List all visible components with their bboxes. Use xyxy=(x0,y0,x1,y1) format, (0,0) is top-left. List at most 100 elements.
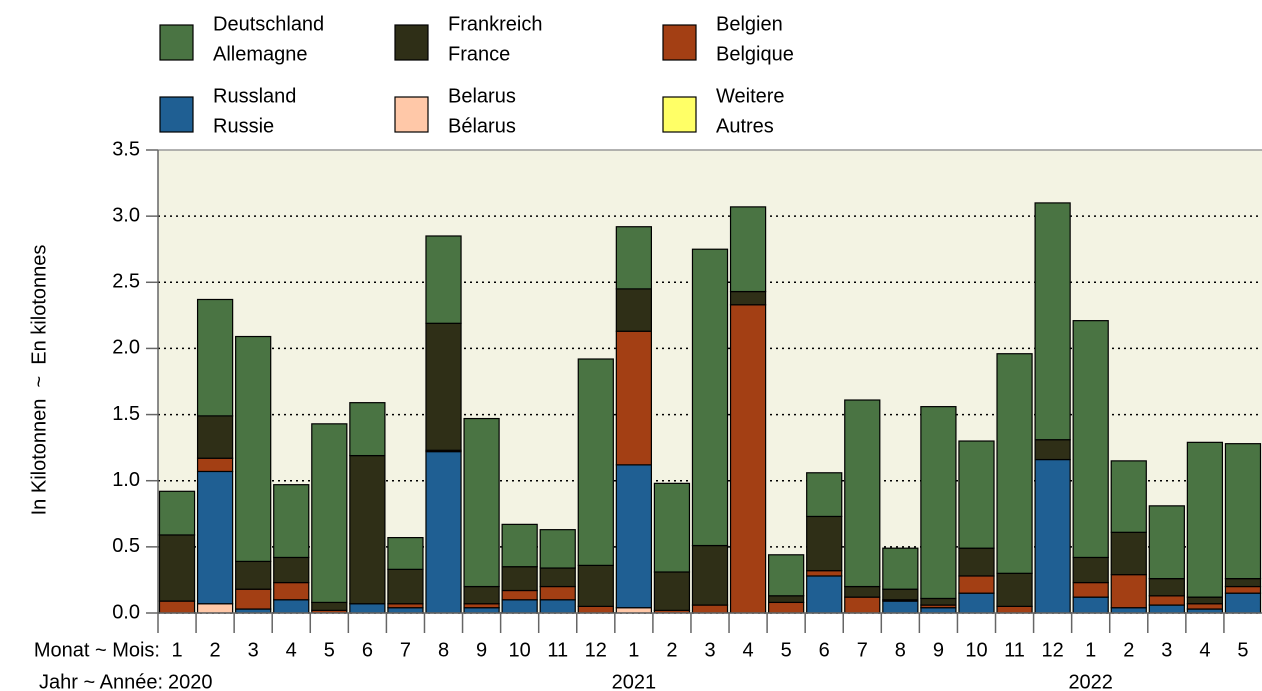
bar-segment xyxy=(1110,574,1147,609)
x-tick-label: 1 xyxy=(628,639,639,661)
bar-segment xyxy=(920,406,957,600)
bar-segment xyxy=(425,322,462,451)
x-tick-label: 9 xyxy=(933,639,944,661)
legend-label: Russie xyxy=(213,115,274,137)
legend-label: Deutschland xyxy=(213,13,324,35)
bar-segment xyxy=(806,575,843,614)
bar-segment xyxy=(501,589,538,601)
bar-segment xyxy=(958,592,995,614)
x-tick-label: 5 xyxy=(324,639,335,661)
bar-segment xyxy=(273,484,310,559)
x-tick-label: 5 xyxy=(781,639,792,661)
bar-segment xyxy=(882,588,919,601)
bar-segment xyxy=(729,304,767,614)
bar-segment xyxy=(653,482,691,573)
bar-segment xyxy=(1110,607,1147,614)
x-tick-label: 3 xyxy=(248,639,259,661)
bar-segment xyxy=(1186,441,1224,598)
y-tick-label: 3.5 xyxy=(112,138,140,160)
x-tick-label: 4 xyxy=(1199,639,1210,661)
x-tick-label: 5 xyxy=(1237,639,1248,661)
legend-label: Bélarus xyxy=(448,115,516,137)
bar-segment xyxy=(463,607,500,614)
legend-label: Belgien xyxy=(716,13,783,35)
bar-segment xyxy=(196,298,234,417)
legend-label: France xyxy=(448,43,510,65)
x-tick-label: 1 xyxy=(171,639,182,661)
bar-segment xyxy=(958,547,995,577)
legend-label: Belarus xyxy=(448,85,516,107)
year-axis-label: Jahr ~ Année: xyxy=(39,671,163,691)
x-tick-label: 3 xyxy=(1161,639,1172,661)
legend-label: Allemagne xyxy=(213,43,308,65)
legend-swatch xyxy=(394,24,429,61)
y-axis-label: In Kilotonnen ~ En kilotonnes xyxy=(28,245,50,516)
bar-segment xyxy=(882,600,919,614)
bar-segment xyxy=(691,544,729,606)
bar-segment xyxy=(882,547,919,590)
y-tick-label: 2.0 xyxy=(112,337,140,359)
bar-segment xyxy=(1034,439,1071,461)
bar-segment xyxy=(349,402,386,457)
bar-segment xyxy=(768,601,805,614)
bar-segment xyxy=(1072,320,1109,559)
bar-segment xyxy=(463,417,500,588)
bar-segment xyxy=(349,603,386,614)
bar-segment xyxy=(806,515,843,572)
bar-segment xyxy=(996,572,1033,607)
bar-segment xyxy=(844,399,881,588)
bar-segment xyxy=(273,599,310,614)
bar-segment xyxy=(1110,531,1147,576)
x-tick-label: 10 xyxy=(509,639,531,661)
bar-segment xyxy=(539,567,576,588)
y-tick-label: 2.5 xyxy=(112,271,140,293)
bar-segment xyxy=(958,575,995,594)
bar-segment xyxy=(273,581,310,601)
x-tick-label: 8 xyxy=(438,639,449,661)
year-label: 2021 xyxy=(612,671,657,691)
bar-segment xyxy=(615,607,652,614)
bar-segment xyxy=(615,464,652,609)
bar-segment xyxy=(615,288,652,332)
bar-segment xyxy=(1186,596,1224,605)
bar-segment xyxy=(615,330,652,466)
bar-segment xyxy=(158,534,196,602)
x-tick-label: 8 xyxy=(895,639,906,661)
bar-segment xyxy=(768,554,805,597)
legend-swatch xyxy=(394,96,429,133)
y-tick-label: 1.5 xyxy=(112,403,140,425)
bar-segment xyxy=(920,607,957,614)
legend-swatch xyxy=(662,24,697,61)
bar-segment xyxy=(577,605,614,614)
bar-segment xyxy=(1224,585,1262,594)
bar-segment xyxy=(1034,202,1071,441)
bar-segment xyxy=(1072,556,1109,584)
x-tick-label: 11 xyxy=(547,639,568,661)
month-axis-label: Monat ~ Mois: xyxy=(34,639,160,661)
bar-segment xyxy=(158,600,196,614)
bar-segment xyxy=(806,570,843,577)
bar-segment xyxy=(1186,603,1224,610)
bar-segment xyxy=(196,415,234,459)
bar-segment xyxy=(577,564,614,607)
bar-segment xyxy=(387,536,424,570)
x-tick-label: 6 xyxy=(362,639,373,661)
legend-label: Frankreich xyxy=(448,13,542,35)
bar-segment xyxy=(806,472,843,518)
bar-segment xyxy=(196,603,234,614)
x-tick-label: 7 xyxy=(857,639,868,661)
legend-swatch xyxy=(159,96,194,133)
bar-segment xyxy=(1072,581,1109,598)
bar-segment xyxy=(844,596,881,614)
bar-segment xyxy=(387,568,424,605)
x-tick-label: 9 xyxy=(476,639,487,661)
bar-segment xyxy=(1072,596,1109,614)
bar-segment xyxy=(1224,578,1262,588)
y-tick-label: 0.5 xyxy=(112,535,140,557)
bar-segment xyxy=(1148,604,1185,614)
x-tick-label: 12 xyxy=(1041,639,1063,661)
bar-segment xyxy=(539,585,576,601)
bar-segment xyxy=(501,566,538,592)
bar-segment xyxy=(463,585,500,605)
